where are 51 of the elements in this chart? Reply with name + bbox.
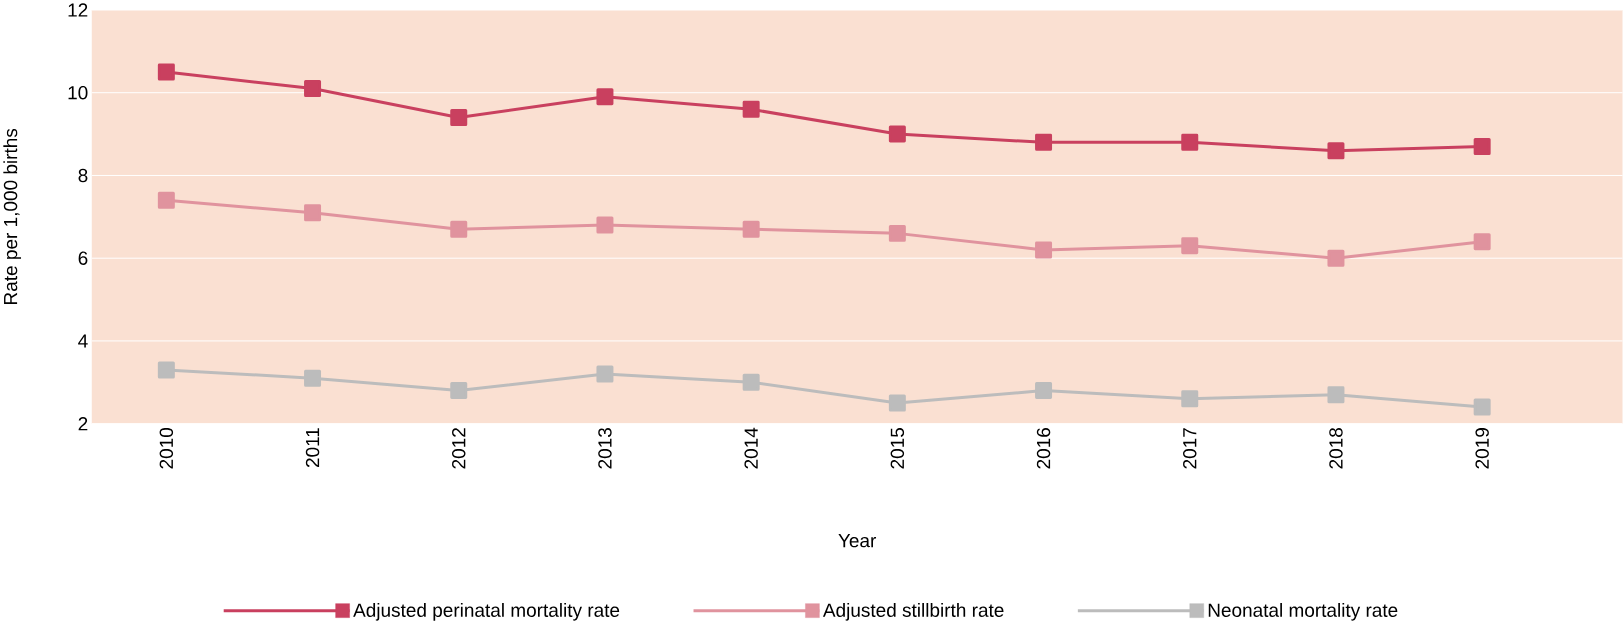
point — [1181, 390, 1199, 408]
point — [596, 88, 614, 106]
x-tick-label: 2012 — [452, 428, 466, 469]
point — [304, 80, 322, 98]
point — [888, 225, 906, 243]
x-tick-label: 2010 — [159, 428, 174, 469]
x-tick-label: 2011 — [305, 428, 320, 468]
x-tick-label: 2017 — [1183, 428, 1197, 469]
point — [888, 125, 906, 143]
y-tick-label: 8 — [78, 168, 88, 183]
point — [888, 394, 906, 412]
point — [1035, 241, 1053, 259]
y-tick-label: 12 — [68, 3, 88, 17]
x-tick-label: 2016 — [1036, 428, 1051, 469]
x-tick-label: 2014 — [744, 428, 758, 469]
x-axis-title: Year — [838, 534, 877, 548]
y-tick-label: 6 — [78, 251, 88, 266]
point — [1473, 233, 1491, 251]
point — [742, 220, 760, 238]
legend-label: Adjusted perinatal mortality rate — [353, 603, 620, 621]
point — [1181, 134, 1199, 152]
point — [1327, 142, 1345, 160]
point — [157, 192, 175, 210]
point — [742, 101, 760, 119]
point — [742, 374, 760, 392]
point — [1327, 249, 1345, 267]
x-tick-label: 2019 — [1475, 428, 1489, 469]
point — [450, 382, 468, 400]
x-tick-label: 2018 — [1329, 428, 1343, 469]
point — [304, 369, 322, 387]
y-tick-label: 4 — [78, 334, 88, 348]
legend-label: Adjusted stillbirth rate — [822, 603, 1004, 621]
point — [1473, 138, 1491, 156]
x-tick-label: 2013 — [598, 428, 612, 469]
point — [450, 220, 468, 238]
point — [157, 63, 175, 81]
y-tick-label: 10 — [68, 86, 88, 100]
point — [304, 204, 322, 222]
y-tick-label: 2 — [78, 417, 88, 431]
point — [1327, 386, 1345, 404]
point — [596, 216, 614, 234]
point — [1473, 398, 1491, 416]
point — [1035, 134, 1053, 152]
point — [157, 361, 175, 379]
legend-label: Neonatal mortality rate — [1208, 603, 1398, 621]
point — [1181, 237, 1199, 255]
x-tick-label: 2015 — [890, 428, 905, 469]
point — [450, 109, 468, 127]
point — [596, 365, 614, 383]
y-axis-title: Rate per 1,000 births — [3, 129, 22, 305]
point — [1035, 382, 1053, 400]
